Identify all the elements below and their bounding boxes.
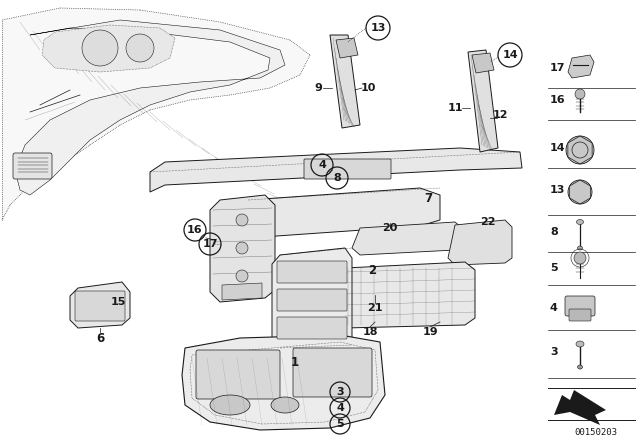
Polygon shape <box>182 335 385 430</box>
Text: 17: 17 <box>202 239 218 249</box>
Polygon shape <box>235 188 440 238</box>
Text: 14: 14 <box>502 50 518 60</box>
Polygon shape <box>448 220 512 265</box>
Text: 17: 17 <box>550 63 566 73</box>
FancyBboxPatch shape <box>13 153 52 179</box>
Text: 5: 5 <box>550 263 557 273</box>
Text: 3: 3 <box>336 387 344 397</box>
Text: 13: 13 <box>550 185 565 195</box>
FancyBboxPatch shape <box>75 291 125 321</box>
Circle shape <box>236 270 248 282</box>
Text: 5: 5 <box>336 419 344 429</box>
FancyBboxPatch shape <box>277 261 347 283</box>
Polygon shape <box>352 222 462 255</box>
Circle shape <box>568 180 592 204</box>
Ellipse shape <box>577 246 582 250</box>
Text: 11: 11 <box>447 103 463 113</box>
Ellipse shape <box>577 365 582 369</box>
FancyBboxPatch shape <box>277 289 347 311</box>
Ellipse shape <box>576 341 584 347</box>
Polygon shape <box>468 50 498 152</box>
Text: 4: 4 <box>318 160 326 170</box>
Text: 4: 4 <box>336 403 344 413</box>
Text: 10: 10 <box>360 83 376 93</box>
Polygon shape <box>272 248 352 348</box>
Text: 9: 9 <box>314 83 322 93</box>
Text: 22: 22 <box>480 217 496 227</box>
Polygon shape <box>42 25 175 72</box>
Text: 3: 3 <box>550 347 557 357</box>
Polygon shape <box>472 53 494 73</box>
FancyBboxPatch shape <box>293 348 372 397</box>
Polygon shape <box>335 262 475 328</box>
Text: 16: 16 <box>550 95 566 105</box>
Text: 00150203: 00150203 <box>575 427 618 436</box>
Ellipse shape <box>577 220 584 224</box>
Text: 4: 4 <box>550 303 558 313</box>
Text: 16: 16 <box>187 225 203 235</box>
Polygon shape <box>70 282 130 328</box>
Ellipse shape <box>271 397 299 413</box>
Polygon shape <box>150 148 522 192</box>
FancyBboxPatch shape <box>196 350 280 399</box>
Text: 20: 20 <box>382 223 397 233</box>
Circle shape <box>574 252 586 264</box>
Text: 6: 6 <box>96 332 104 345</box>
Polygon shape <box>222 283 262 300</box>
Text: 2: 2 <box>368 263 376 276</box>
Text: 15: 15 <box>110 297 125 307</box>
Text: 18: 18 <box>362 327 378 337</box>
Polygon shape <box>568 55 594 78</box>
Circle shape <box>82 30 118 66</box>
Text: 8: 8 <box>550 227 557 237</box>
Text: 13: 13 <box>371 23 386 33</box>
FancyBboxPatch shape <box>565 296 595 316</box>
FancyBboxPatch shape <box>569 309 591 321</box>
Text: 12: 12 <box>492 110 508 120</box>
Polygon shape <box>554 390 606 425</box>
Text: 19: 19 <box>422 327 438 337</box>
Circle shape <box>236 214 248 226</box>
Polygon shape <box>15 20 285 195</box>
Text: 14: 14 <box>550 143 566 153</box>
Circle shape <box>575 89 585 99</box>
Circle shape <box>566 136 594 164</box>
Ellipse shape <box>210 395 250 415</box>
Text: 7: 7 <box>424 191 432 204</box>
Polygon shape <box>210 195 275 302</box>
Circle shape <box>126 34 154 62</box>
Polygon shape <box>2 8 310 220</box>
Text: 8: 8 <box>333 173 341 183</box>
Text: 1: 1 <box>291 356 299 369</box>
Text: 21: 21 <box>367 303 383 313</box>
FancyBboxPatch shape <box>304 159 391 179</box>
Polygon shape <box>330 35 360 128</box>
FancyBboxPatch shape <box>277 317 347 339</box>
Circle shape <box>236 242 248 254</box>
Polygon shape <box>336 38 358 58</box>
